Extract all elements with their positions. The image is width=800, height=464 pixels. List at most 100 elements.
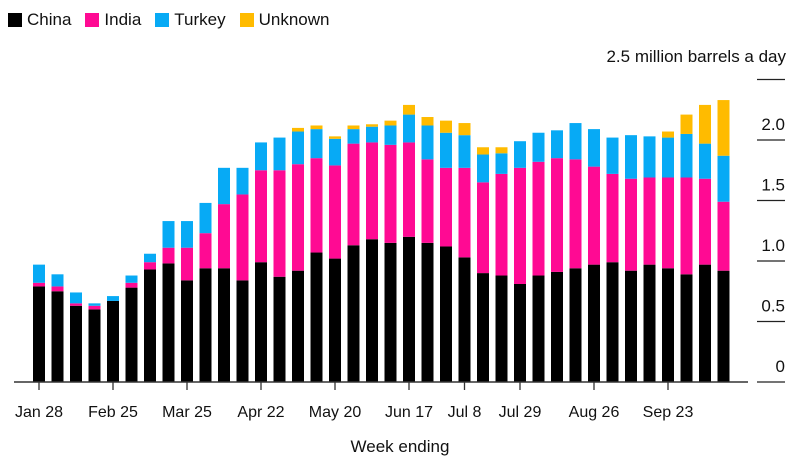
bar-india [514, 167, 526, 284]
bar-india [162, 247, 175, 264]
bar-turkey [440, 132, 452, 168]
bar-china [717, 270, 730, 382]
bar-india [403, 142, 415, 237]
bar-india [606, 173, 619, 263]
bar-china [458, 257, 471, 382]
bar-china [125, 287, 138, 382]
bar-china [347, 245, 360, 382]
bar-china [236, 280, 249, 382]
bar-india [680, 177, 693, 275]
bar-unknown [421, 117, 434, 126]
bar-china [218, 268, 230, 382]
legend-item-india: India [85, 10, 141, 30]
bar-china [532, 275, 545, 382]
bar-india [421, 159, 434, 243]
bar-india [125, 282, 138, 288]
bar-unknown [699, 104, 711, 144]
bar-china [329, 258, 341, 382]
bar-turkey [532, 132, 545, 162]
bar-turkey [625, 135, 637, 179]
bar-turkey [162, 221, 175, 248]
bar-turkey [421, 125, 434, 160]
x-tick-label: Jul 8 [448, 404, 482, 421]
bar-unknown [403, 104, 415, 115]
bar-turkey [125, 275, 138, 283]
bar-india [717, 201, 730, 271]
bar-india [292, 164, 304, 271]
bar-india [33, 282, 45, 287]
bar-india [347, 143, 360, 246]
legend-item-unknown: Unknown [239, 10, 330, 30]
bar-unknown [366, 124, 378, 127]
bar-india [588, 166, 600, 265]
legend-label: Unknown [258, 10, 330, 29]
bar-unknown [329, 136, 341, 139]
bar-turkey [717, 155, 730, 202]
bar-india [643, 177, 656, 265]
bar-india [70, 303, 82, 306]
bar-china [255, 262, 267, 382]
bar-china [107, 300, 119, 382]
bar-india [273, 170, 286, 277]
bar-unknown [680, 114, 693, 134]
bar-china [51, 291, 64, 382]
y-tick-label: 1.0 [761, 236, 785, 255]
bar-china [33, 286, 45, 382]
legend-label: China [27, 10, 72, 29]
x-tick-label: Jan 28 [15, 404, 63, 421]
bar-india [51, 286, 64, 292]
legend-swatch [8, 13, 22, 27]
bar-china [699, 264, 711, 382]
bar-china [144, 269, 156, 382]
x-tick-label: May 20 [309, 404, 362, 421]
x-axis-title: Week ending [350, 437, 450, 456]
bar-china [495, 275, 508, 382]
y-tick-label: 0.5 [761, 297, 785, 316]
y-tick-label: 1.5 [761, 176, 785, 195]
bar-turkey [292, 131, 304, 165]
bar-turkey [588, 129, 600, 167]
x-tick-label: Sep 23 [643, 404, 694, 421]
bar-unknown [440, 120, 452, 133]
bar-turkey [514, 141, 526, 168]
legend-label: India [104, 10, 142, 29]
y-unit-label: 2.5 million barrels a day [606, 47, 786, 66]
bar-india [255, 170, 267, 263]
bar-unknown [458, 123, 471, 136]
bar-turkey [51, 274, 64, 287]
bar-china [366, 239, 378, 382]
legend-item-turkey: Turkey [155, 10, 226, 30]
legend-swatch [239, 13, 254, 27]
bar-china [680, 274, 693, 382]
bar-turkey [643, 136, 656, 178]
bar-india [310, 158, 323, 253]
bar-india [440, 167, 452, 247]
bar-turkey [477, 154, 489, 183]
bar-india [366, 142, 378, 240]
bar-india [236, 194, 249, 281]
bar-turkey [495, 153, 508, 174]
bar-india [699, 178, 711, 265]
bar-turkey [551, 130, 563, 159]
bar-turkey [366, 126, 378, 143]
bar-china [440, 246, 452, 382]
bar-turkey [33, 264, 45, 283]
bar-unknown [347, 125, 360, 130]
y-tick-label: 2.0 [761, 115, 785, 134]
bar-unknown [717, 100, 730, 156]
bar-india [88, 305, 101, 310]
bar-china [643, 264, 656, 382]
bar-turkey [662, 137, 674, 178]
bar-china [477, 273, 489, 382]
bar-india [625, 178, 637, 271]
bar-unknown [310, 125, 323, 130]
bar-turkey [310, 129, 323, 159]
bar-india [329, 165, 341, 259]
bar-turkey [273, 137, 286, 171]
bar-china [162, 263, 175, 382]
bar-china [662, 268, 674, 382]
bar-china [384, 242, 397, 382]
bar-turkey [70, 292, 82, 304]
bar-india [181, 247, 193, 281]
